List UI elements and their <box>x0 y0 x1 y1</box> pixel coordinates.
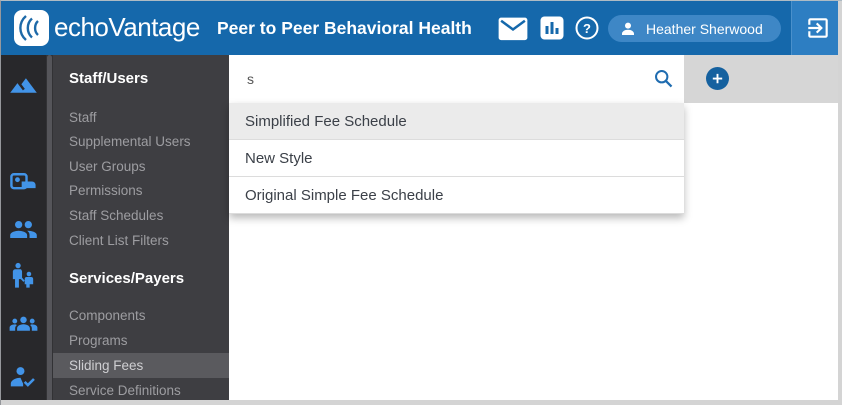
top-header-bar: echoVantage Peer to Peer Behavioral Heal… <box>1 1 842 55</box>
content-toolbar <box>229 55 842 103</box>
sidebar-item-permissions[interactable]: Permissions <box>69 183 143 198</box>
sidebar-item-programs[interactable]: Programs <box>69 333 128 348</box>
dropdown-item-original-simple-fee-schedule[interactable]: Original Simple Fee Schedule <box>229 177 684 214</box>
sidebar-item-supplemental-users[interactable]: Supplemental Users <box>69 134 191 149</box>
echo-logo-icon[interactable] <box>14 10 49 46</box>
search-results-dropdown: Simplified Fee Schedule New Style Origin… <box>229 103 684 214</box>
user-name: Heather Sherwood <box>646 20 763 37</box>
dropdown-item-new-style[interactable]: New Style <box>229 140 684 177</box>
people-icon[interactable] <box>9 215 38 244</box>
add-button[interactable] <box>706 67 729 90</box>
bar-chart-icon[interactable] <box>540 16 564 40</box>
help-glyph: ? <box>583 21 591 36</box>
user-icon <box>622 22 634 35</box>
logo-text: echoVantage <box>54 12 200 42</box>
main-content: Simplified Fee Schedule New Style Origin… <box>229 55 842 405</box>
settings-menu-sidebar: Staff/Users Staff Supplemental Users Use… <box>53 55 229 405</box>
logout-button[interactable] <box>791 1 842 55</box>
terrain-icon[interactable] <box>9 71 38 100</box>
page-title: Peer to Peer Behavioral Health <box>217 18 472 38</box>
search-bar <box>229 55 684 103</box>
user-menu-button[interactable]: Heather Sherwood <box>608 15 781 42</box>
sidebar-item-service-definitions[interactable]: Service Definitions <box>69 383 181 398</box>
logout-icon <box>807 18 828 38</box>
person-check-icon[interactable] <box>9 362 38 391</box>
bed-icon[interactable] <box>9 167 38 196</box>
sidebar-item-sliding-fees[interactable]: Sliding Fees <box>53 353 229 378</box>
dropdown-item-simplified-fee-schedule[interactable]: Simplified Fee Schedule <box>229 103 684 140</box>
sidebar-item-client-list-filters[interactable]: Client List Filters <box>69 233 169 248</box>
menu-section-staff-users: Staff/Users <box>69 70 149 87</box>
plus-icon <box>712 73 723 84</box>
sidebar-item-components[interactable]: Components <box>69 308 146 323</box>
search-input[interactable] <box>245 55 635 103</box>
search-icon[interactable] <box>653 68 675 90</box>
parent-child-icon[interactable] <box>9 261 38 290</box>
window-bottom-edge <box>1 400 842 405</box>
sidebar-scrollbar-thumb[interactable] <box>47 55 52 405</box>
icon-rail <box>1 55 46 405</box>
sidebar-item-staff-schedules[interactable]: Staff Schedules <box>69 208 164 223</box>
sidebar-scrollbar <box>46 55 53 405</box>
menu-section-services-payers: Services/Payers <box>69 270 185 287</box>
groups-icon[interactable] <box>9 309 38 338</box>
help-icon[interactable]: ? <box>575 16 599 40</box>
window-right-edge <box>838 1 842 405</box>
sidebar-item-user-groups[interactable]: User Groups <box>69 159 146 174</box>
sidebar-item-staff[interactable]: Staff <box>69 110 97 125</box>
mail-icon[interactable] <box>498 17 528 41</box>
